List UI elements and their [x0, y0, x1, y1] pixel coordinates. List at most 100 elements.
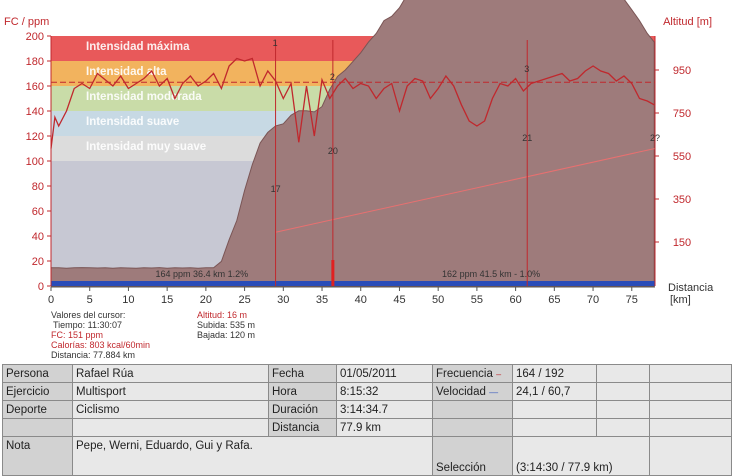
deporte-value[interactable]: Ciclismo [72, 400, 269, 419]
y-left-tick-label: 140 [26, 106, 44, 118]
cursor-calories: Calorías: 803 kcal/60min [51, 340, 151, 350]
zone-label: Intensidad muy suave [86, 141, 206, 153]
duracion-value: 3:14:34.7 [336, 400, 433, 419]
hr-legend-icon: ‒ [496, 368, 502, 379]
lap-marker-label: 3 [524, 64, 529, 74]
ejercicio-value[interactable]: Multisport [72, 382, 269, 401]
lap-marker-label: 2 [330, 72, 335, 82]
frecuencia-label: Frecuencia ‒ [432, 364, 513, 383]
altitude-area [50, 0, 655, 287]
y-left-tick-label: 100 [26, 156, 44, 168]
y-right-tick-label: 950 [673, 65, 691, 77]
persona-label: Persona [2, 364, 73, 383]
velocidad-label: Velocidad — [432, 382, 513, 401]
fecha-value: 01/05/2011 [336, 364, 433, 383]
fecha-label: Fecha [268, 364, 337, 383]
empty-cell [596, 418, 650, 437]
x-tick-label: 5 [87, 294, 93, 306]
velocidad-label-text: Velocidad [436, 385, 486, 398]
y-right-axis-title: Altitud [m] [663, 16, 712, 28]
empty-cell [432, 418, 513, 437]
y-left-tick-label: 20 [32, 256, 44, 268]
cursor-values-panel: Valores del cursor: Tiempo: 11:30:07 FC:… [51, 310, 150, 360]
y-left-tick-label: 160 [26, 81, 44, 93]
x-tick-label: 20 [200, 294, 212, 306]
x-tick-label: 65 [548, 294, 560, 306]
hr-series-line [50, 57, 655, 149]
session-info-table: Persona Rafael Rúa Fecha 01/05/2011 Frec… [2, 364, 732, 476]
lap-marker-label: 17 [271, 184, 281, 194]
empty-cell [649, 436, 732, 476]
cursor-hr: FC: 151 ppm [51, 330, 104, 340]
lap-marker-label: 21 [522, 133, 532, 143]
speed-legend-icon: — [489, 386, 499, 397]
y-right-tick-label: 550 [673, 151, 691, 163]
empty-cell [512, 400, 597, 419]
seleccion-label: Selección [432, 436, 513, 476]
x-tick-label: 0 [48, 294, 54, 306]
y-left-tick-label: 40 [32, 231, 44, 243]
zone-label: Intensidad moderada [86, 91, 202, 103]
empty-cell [649, 382, 732, 401]
empty-cell [649, 364, 732, 383]
y-left-tick-label: 180 [26, 56, 44, 68]
x-axis-title: Distancia [668, 282, 714, 294]
lap-marker-label: 20 [328, 146, 338, 156]
lap-marker-label: 1 [273, 38, 278, 48]
y-left-tick-label: 120 [26, 131, 44, 143]
x-tick-label: 55 [471, 294, 483, 306]
x-tick-label: 25 [238, 294, 250, 306]
nota-value[interactable]: Pepe, Werni, Eduardo, Gui y Rafa. [72, 436, 433, 476]
cursor-left-readout: 164 ppm 36.4 km 1.2% [156, 269, 249, 279]
y-right-tick-label: 750 [673, 108, 691, 120]
selection-line [275, 148, 656, 233]
y-left-axis-title: FC / ppm [4, 16, 49, 28]
empty-cell [512, 418, 597, 437]
nota-label: Nota [2, 436, 73, 476]
x-tick-label: 60 [509, 294, 521, 306]
cursor-altitude: Altitud: 16 m [197, 310, 248, 320]
y-left-tick-label: 80 [32, 181, 44, 193]
distancia-label: Distancia [268, 418, 337, 437]
x-tick-label: 35 [316, 294, 328, 306]
x-tick-label: 15 [161, 294, 173, 306]
x-tick-label: 10 [122, 294, 134, 306]
empty-cell [596, 364, 650, 383]
velocidad-value: 24,1 / 60,7 [512, 382, 597, 401]
y-right-tick-label: 350 [673, 194, 691, 206]
x-tick-label: 45 [393, 294, 405, 306]
cursor-right-readout: 162 ppm 41.5 km - 1.0% [442, 269, 540, 279]
cursor-distance: Distancia: 77.884 km [51, 350, 136, 360]
cursor-time: Tiempo: 11:30:07 [53, 320, 123, 330]
frecuencia-label-text: Frecuencia [436, 367, 493, 380]
x-tick-label: 70 [587, 294, 599, 306]
empty-cell [596, 400, 650, 419]
cursor-altitude-panel: Altitud: 16 m Subida: 535 m Bajada: 120 … [197, 310, 255, 340]
empty-cell [596, 382, 650, 401]
y-left-tick-label: 200 [26, 31, 44, 43]
x-tick-label: 40 [355, 294, 367, 306]
x-tick-label: 30 [277, 294, 289, 306]
empty-cell [432, 400, 513, 419]
deporte-label: Deporte [2, 400, 73, 419]
cursor-values-title: Valores del cursor: [51, 310, 126, 320]
y-right-tick-label: 150 [673, 237, 691, 249]
distancia-value: 77.9 km [336, 418, 433, 437]
cursor-descent: Bajada: 120 m [197, 330, 256, 340]
x-tick-label: 75 [626, 294, 638, 306]
speed-band [51, 281, 655, 286]
seleccion-value: (3:14:30 / 77.9 km) [512, 436, 650, 476]
cursor-indicator[interactable] [331, 260, 335, 286]
empty-cell [2, 418, 73, 437]
frecuencia-value: 164 / 192 [512, 364, 597, 383]
x-tick-label: 50 [432, 294, 444, 306]
x-axis-unit: [km] [670, 294, 691, 306]
hora-value: 8:15:32 [336, 382, 433, 401]
empty-cell [649, 418, 732, 437]
y-left-tick-label: 0 [38, 281, 44, 293]
ejercicio-label: Ejercicio [2, 382, 73, 401]
y-left-tick-label: 60 [32, 206, 44, 218]
empty-cell [649, 400, 732, 419]
persona-value[interactable]: Rafael Rúa [72, 364, 269, 383]
